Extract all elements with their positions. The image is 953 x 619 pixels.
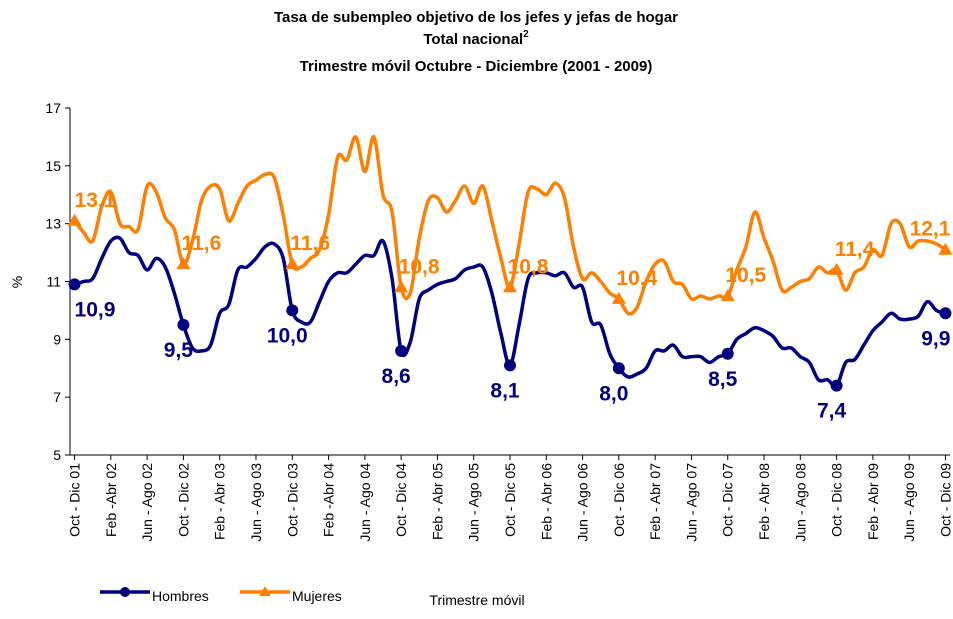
legend-marker <box>120 587 130 597</box>
x-tick-label: Oct - Dic 02 <box>175 463 191 537</box>
legend-marker <box>259 586 271 596</box>
x-tick-label: Feb - Abr 09 <box>865 463 881 540</box>
data-label: 10,8 <box>399 255 440 278</box>
chart-title: Tasa de subempleo objetivo de los jefes … <box>274 9 678 26</box>
point-marker <box>67 213 82 226</box>
y-tick-label: 15 <box>45 158 61 174</box>
data-label: 7,4 <box>817 400 847 423</box>
data-label: 10,0 <box>267 324 308 347</box>
data-label: 11,6 <box>290 232 330 255</box>
x-tick-label: Jun - Ago 03 <box>248 463 264 542</box>
data-label: 8,0 <box>599 382 628 405</box>
data-label: 10,5 <box>725 264 766 287</box>
data-label: 10,4 <box>616 267 657 290</box>
data-label: 10,9 <box>75 298 116 321</box>
x-tick-label: Jun - Ago 04 <box>357 463 373 542</box>
data-label: 10,8 <box>508 255 549 278</box>
x-tick-label: Feb -Abr 02 <box>103 463 119 537</box>
point-marker <box>176 257 191 270</box>
x-tick-label: Oct - Dic 03 <box>284 463 300 537</box>
x-tick-label: Jun - Ago 05 <box>466 463 482 542</box>
data-label: 8,5 <box>708 368 738 391</box>
x-tick-label: Feb -Abr 04 <box>321 463 337 537</box>
point-marker <box>830 379 843 392</box>
y-tick-label: 9 <box>53 331 61 347</box>
x-tick-label: Oct - Dic 08 <box>829 463 845 537</box>
x-tick-label: Jun - Ago 02 <box>139 463 155 542</box>
x-tick-label: Oct - Dic 06 <box>611 463 627 537</box>
y-tick-label: 17 <box>45 100 61 116</box>
x-tick-label: Feb - Abr 05 <box>429 463 445 540</box>
point-marker <box>68 278 81 291</box>
x-tick-label: Feb - Abr 06 <box>538 463 554 540</box>
legend-label: Mujeres <box>292 588 342 604</box>
y-axis-label: % <box>9 276 25 288</box>
data-label: 9,9 <box>921 327 950 350</box>
y-tick-label: 13 <box>45 216 61 232</box>
subtitle-note: 2 <box>523 29 529 40</box>
data-label: 8,1 <box>490 379 520 402</box>
y-tick-label: 11 <box>46 274 61 290</box>
point-marker <box>721 347 734 360</box>
y-tick-label: 5 <box>53 447 61 463</box>
data-label: 12,1 <box>910 218 951 241</box>
point-marker <box>504 359 516 372</box>
chart-period: Trimestre móvil Octubre - Diciembre (200… <box>300 58 653 75</box>
x-tick-label: Feb - Abr 03 <box>212 463 228 540</box>
data-label: 13,1 <box>75 189 116 212</box>
point-marker <box>394 280 409 293</box>
x-tick-label: Jun - Ago 07 <box>683 463 699 542</box>
x-tick-label: Feb - Abr 08 <box>756 463 772 540</box>
point-marker <box>938 242 953 255</box>
subtitle-text: Total nacional <box>423 31 523 48</box>
x-tick-label: Oct - Dic 04 <box>393 463 409 537</box>
data-label: 11,4 <box>835 238 875 261</box>
chart-subtitle: Total nacional2 <box>423 29 529 48</box>
point-marker <box>720 288 735 301</box>
x-tick-label: Oct - Dic 01 <box>67 463 83 537</box>
point-marker <box>285 257 300 270</box>
data-label: 9,5 <box>164 339 194 362</box>
x-axis-label: Trimestre móvil <box>429 592 524 608</box>
x-tick-label: Jun - Ago 08 <box>792 463 808 542</box>
point-marker <box>395 344 408 357</box>
data-label: 11,6 <box>182 232 222 255</box>
x-tick-label: Oct - Dic 05 <box>502 463 518 537</box>
data-label: 8,6 <box>382 365 411 388</box>
point-marker <box>286 304 299 317</box>
legend-label: Hombres <box>152 588 209 604</box>
x-tick-label: Oct - Dic 09 <box>937 463 953 537</box>
point-marker <box>503 280 517 293</box>
x-tick-label: Jun - Ago 09 <box>901 463 917 542</box>
point-marker <box>939 307 952 320</box>
x-tick-label: Jun - Ago 06 <box>575 463 591 542</box>
point-marker <box>611 291 626 304</box>
point-marker <box>612 362 625 375</box>
y-tick-label: 7 <box>53 389 61 405</box>
x-tick-label: Feb - Abr 07 <box>647 463 663 540</box>
point-marker <box>829 262 844 275</box>
point-marker <box>177 318 190 331</box>
x-tick-label: Oct - Dic 07 <box>720 463 736 537</box>
